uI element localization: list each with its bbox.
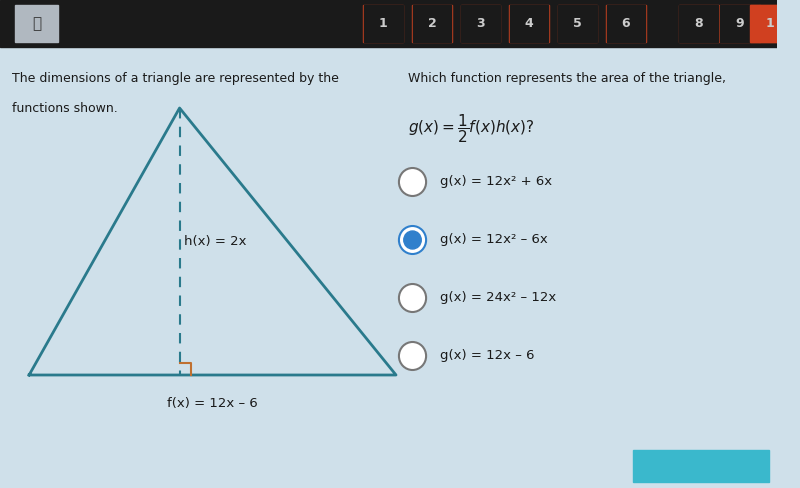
Bar <box>720 5 759 42</box>
Bar <box>412 5 452 42</box>
Bar <box>461 5 500 41</box>
Bar <box>509 5 549 42</box>
Bar <box>558 5 597 41</box>
Text: 6: 6 <box>622 17 630 30</box>
Bar <box>606 5 646 42</box>
Text: 5: 5 <box>573 17 582 30</box>
Bar <box>606 5 646 41</box>
Text: h(x) = 2x: h(x) = 2x <box>185 235 247 248</box>
Text: g(x) = 12x – 6: g(x) = 12x – 6 <box>440 349 534 363</box>
Bar <box>558 5 598 42</box>
Bar <box>0 0 777 47</box>
Circle shape <box>399 342 426 370</box>
Text: functions shown.: functions shown. <box>12 102 118 115</box>
Bar <box>363 5 403 42</box>
Text: g(x) = 12x² + 6x: g(x) = 12x² + 6x <box>440 176 552 188</box>
Text: 4: 4 <box>525 17 534 30</box>
Text: $g(x) = \dfrac{1}{2}f(x)h(x)?$: $g(x) = \dfrac{1}{2}f(x)h(x)?$ <box>408 112 534 145</box>
Bar <box>510 5 549 41</box>
Text: 8: 8 <box>694 17 703 30</box>
Bar <box>679 5 718 41</box>
Text: Which function represents the area of the triangle,: Which function represents the area of th… <box>408 72 726 85</box>
Text: g(x) = 12x² – 6x: g(x) = 12x² – 6x <box>440 233 547 246</box>
Text: The dimensions of a triangle are represented by the: The dimensions of a triangle are represe… <box>12 72 338 85</box>
Bar <box>364 5 403 41</box>
Circle shape <box>399 168 426 196</box>
Text: 3: 3 <box>476 17 485 30</box>
Text: f(x) = 12x – 6: f(x) = 12x – 6 <box>167 397 258 410</box>
Text: g(x) = 24x² – 12x: g(x) = 24x² – 12x <box>440 291 556 305</box>
Circle shape <box>399 284 426 312</box>
Bar <box>750 5 790 42</box>
Circle shape <box>404 231 422 249</box>
Text: ⛏: ⛏ <box>32 16 41 31</box>
Text: 9: 9 <box>735 17 744 30</box>
Bar <box>413 5 451 41</box>
Text: 1: 1 <box>766 17 774 30</box>
Text: 1: 1 <box>379 17 388 30</box>
Bar <box>679 5 718 42</box>
Bar <box>14 5 58 42</box>
Bar <box>633 450 769 482</box>
Bar <box>720 5 759 41</box>
Bar <box>461 5 500 42</box>
Circle shape <box>399 226 426 254</box>
Text: 2: 2 <box>427 17 436 30</box>
Bar <box>750 5 789 41</box>
